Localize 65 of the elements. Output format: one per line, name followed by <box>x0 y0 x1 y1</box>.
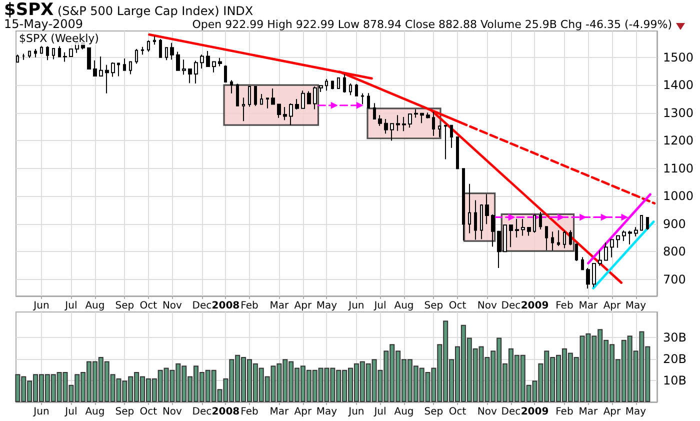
y-tick-label: 1300 <box>663 106 694 120</box>
x-tick-label: Jul <box>373 406 386 418</box>
y-tick-label: 900 <box>663 216 686 231</box>
y-tick-label: 30B <box>663 330 687 345</box>
y-tick-label: 1400 <box>663 78 694 92</box>
x-tick-label: Jun <box>32 406 50 418</box>
x-tick-label: Apr <box>294 406 312 418</box>
x-tick-label: Oct <box>140 406 158 418</box>
x-tick-label: Sep <box>115 300 134 312</box>
x-tick-label: Nov <box>162 406 182 418</box>
x-tick-label: Oct <box>448 300 466 312</box>
x-tick-label: 2008 <box>212 300 240 312</box>
x-tick-label: Aug <box>394 300 414 312</box>
x-tick-label: Jun <box>348 300 364 312</box>
x-tick-label: Dec <box>192 300 212 312</box>
x-tick-label: Mar <box>270 406 290 418</box>
y-tick-label: 800 <box>663 244 686 259</box>
x-tick-label: Dec <box>501 300 521 312</box>
x-tick-label: 2009 <box>520 406 549 418</box>
y-tick-label: 1500 <box>663 50 694 64</box>
chart-subtitle: (S&P 500 Large Cap Index) INDX <box>56 4 254 18</box>
x-tick-label: Feb <box>556 300 574 312</box>
x-tick-label: Feb <box>240 300 258 312</box>
x-tick-label: Sep <box>115 406 134 418</box>
y-tick-label: 1100 <box>663 161 694 176</box>
chart-title: $SPX <box>4 0 54 20</box>
y-tick-label: 1000 <box>663 189 694 204</box>
x-tick-label: Mar <box>578 406 599 418</box>
x-tick-label: Apr <box>603 300 622 312</box>
x-tick-label: Feb <box>240 406 258 418</box>
x-tick-label: 2008 <box>212 406 240 418</box>
x-tick-label: Feb <box>556 406 574 418</box>
x-tick-label: Oct <box>448 406 466 418</box>
x-tick-label: Jul <box>64 300 78 312</box>
x-tick-label: Dec <box>501 406 521 418</box>
x-tick-label: May <box>625 406 646 418</box>
x-tick-label: 2009 <box>520 300 549 312</box>
annotation: $SPX (Weekly) <box>19 32 99 45</box>
x-tick-label: May <box>316 406 338 418</box>
x-tick-label: Jul <box>64 406 78 418</box>
x-tick-label: Apr <box>603 406 622 418</box>
y-tick-label: 1200 <box>663 134 694 148</box>
x-tick-label: Aug <box>85 406 105 418</box>
x-tick-label: Aug <box>394 406 414 418</box>
text: 15-May-2009 <box>4 17 84 31</box>
x-tick-label: Aug <box>85 300 105 312</box>
x-tick-label: Jun <box>348 406 364 418</box>
x-tick-label: Oct <box>140 300 158 312</box>
x-tick-label: Nov <box>162 300 182 312</box>
x-tick-label: Sep <box>424 406 444 418</box>
text: Open 922.99 High 922.99 Low 878.94 Close 882.88 Volume 25.9B Chg -46.35 (-4.99%) <box>192 18 672 31</box>
x-tick-label: Nov <box>477 406 498 418</box>
x-tick-label: May <box>316 300 338 312</box>
x-tick-label: Nov <box>477 300 498 312</box>
x-tick-label: Apr <box>294 300 312 312</box>
y-tick-label: 700 <box>663 272 686 286</box>
x-tick-label: Jun <box>32 300 50 312</box>
x-tick-label: May <box>625 300 646 312</box>
y-tick-label: 20B <box>663 352 687 366</box>
x-tick-label: Sep <box>424 300 444 312</box>
x-tick-label: Jul <box>373 300 386 312</box>
y-tick-label: 10B <box>663 374 687 388</box>
x-tick-label: Dec <box>192 406 212 418</box>
x-tick-label: Mar <box>578 300 599 312</box>
x-tick-label: Mar <box>270 300 290 312</box>
